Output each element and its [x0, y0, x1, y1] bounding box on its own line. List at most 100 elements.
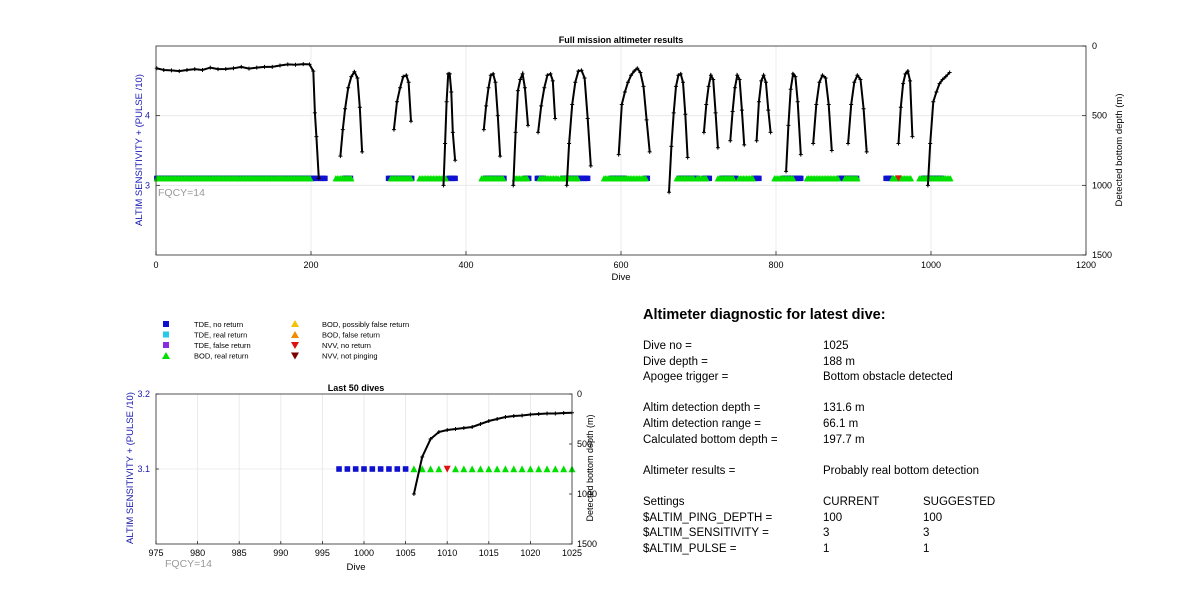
bottom-depth-point	[576, 69, 581, 74]
bottom-right-tick-label: 0	[577, 389, 582, 399]
bottom-depth-point	[570, 102, 575, 107]
legend-tde-no-return: TDE, no return	[194, 320, 243, 329]
ping-depth-label: $ALTIM_PING_DEPTH =	[643, 511, 773, 524]
bottom-depth-point	[852, 80, 857, 85]
bottom-depth-point	[685, 155, 690, 160]
bottom-depth-series-line	[482, 72, 502, 157]
top-x-tick-label: 400	[458, 260, 473, 270]
legend-nvv-not-pinging: NVV, not pinging	[322, 352, 378, 361]
bottom-depth-point	[254, 65, 259, 70]
legend-tde-real-return: TDE, real return	[194, 331, 247, 340]
bottom-depth-point	[788, 87, 793, 92]
bottom-depth-point	[644, 117, 649, 122]
bottom-depth-point	[536, 130, 541, 135]
bottom-depth-point	[798, 152, 803, 157]
settings-label: Settings	[643, 495, 685, 508]
bottom-depth-point	[192, 67, 197, 72]
diag-row-pulse: $ALTIM_PULSE = 1 1	[643, 542, 1163, 558]
bottom-depth-point	[216, 67, 220, 72]
dive-no-label: Dive no =	[643, 340, 692, 352]
bod-real-return-marker	[854, 175, 861, 182]
sensitivity-label: $ALTIM_SENSITIVITY =	[643, 527, 769, 540]
bottom-depth-point	[447, 71, 452, 76]
current-header: CURRENT	[823, 495, 880, 508]
bottom-depth-point	[756, 99, 761, 104]
bottom-depth-point	[579, 68, 584, 73]
bod-real-return-marker	[518, 465, 526, 473]
bottom-depth-point	[223, 66, 228, 71]
tde-no-return-marker	[386, 466, 392, 472]
bottom-depth-point	[404, 73, 409, 78]
bottom-depth-point	[498, 154, 503, 159]
tde-no-return-marker	[402, 466, 409, 472]
diag-row-apogee: Apogee trigger = Bottom obstacle detected	[643, 370, 1163, 386]
tde-no-return-marker	[361, 466, 367, 472]
bod-real-return-marker	[907, 175, 915, 182]
diagnostic-panel: Altimeter diagnostic for latest dive: Di…	[643, 300, 1163, 557]
bottom-depth-point	[737, 77, 742, 82]
bottom-depth-point	[768, 130, 773, 135]
bottom-depth-point	[515, 88, 520, 93]
bottom-x-tick-label: 1010	[437, 548, 457, 558]
bottom-marks	[336, 410, 576, 496]
dive-no-value: 1025	[823, 340, 849, 352]
bottom-depth-point	[925, 183, 930, 188]
bottom-depth-point	[629, 73, 634, 78]
bod-real-return-marker	[524, 175, 531, 182]
bottom-depth-point	[934, 89, 939, 94]
top-right-tick-label: 500	[1092, 111, 1107, 121]
legend-tde-real-return-marker	[163, 331, 169, 338]
bod-real-return-marker	[501, 465, 509, 473]
top-x-tick-label: 1000	[921, 260, 941, 270]
bod-real-return-marker	[535, 465, 543, 473]
top-chart-title: Full mission altimeter results	[559, 35, 684, 45]
bottom-depth-point	[732, 85, 737, 90]
bottom-depth-point	[395, 99, 400, 104]
bottom-x-tick-label: 980	[190, 548, 205, 558]
bottom-depth-point	[622, 89, 627, 94]
bottom-depth-point	[169, 68, 174, 73]
bottom-depth-point	[285, 62, 290, 67]
bottom-depth-point	[706, 84, 711, 89]
bod-real-return-marker	[560, 465, 568, 473]
bottom-depth-point	[312, 110, 317, 115]
tde-no-return-marker	[798, 175, 804, 182]
bottom-depth-point	[947, 70, 952, 75]
bottom-depth-point	[453, 158, 458, 163]
legend-bod-false-return-marker	[291, 331, 299, 338]
altimeter-results-label: Altimeter results =	[643, 464, 736, 477]
sensitivity-suggested: 3	[923, 527, 930, 540]
bottom-depth-point	[449, 89, 454, 94]
altim-detection-range-label: Altim detection range =	[643, 417, 761, 430]
bottom-depth-point	[357, 105, 362, 110]
bottom-depth-point	[545, 411, 550, 416]
bottom-depth-point	[567, 141, 572, 146]
diag-row-results: Altimeter results = Probably real bottom …	[643, 464, 1163, 480]
bottom-depth-point	[701, 130, 706, 135]
bod-real-return-marker	[543, 465, 551, 473]
bottom-depth-point	[441, 183, 446, 188]
bottom-depth-point	[616, 152, 621, 157]
bod-real-return-marker	[452, 465, 460, 473]
bod-real-return-marker	[476, 465, 484, 473]
bottom-depth-point	[513, 130, 518, 135]
bottom-depth-point	[896, 141, 901, 146]
bottom-depth-point	[528, 412, 533, 417]
tde-no-return-marker	[733, 175, 739, 182]
bottom-depth-point	[759, 78, 764, 83]
bottom-depth-point	[307, 62, 312, 67]
top-x-tick-label: 200	[303, 260, 318, 270]
bottom-depth-point	[553, 411, 558, 416]
top-ticks: 0 200 400 600 800 1000 1200 3 4 0 500 1000 1500	[145, 41, 1112, 270]
bottom-depth-point	[461, 426, 466, 430]
pulse-label: $ALTIM_PULSE =	[643, 542, 737, 555]
bottom-depth-point	[632, 69, 637, 74]
bottom-depth-point	[728, 138, 733, 143]
bottom-depth-point	[826, 102, 831, 107]
bottom-depth-point	[520, 413, 525, 418]
pulse-current: 1	[823, 542, 830, 555]
bottom-depth-point	[428, 437, 433, 441]
bottom-depth-point	[470, 425, 475, 429]
bottom-fqcy-annotation: FQCY=14	[165, 558, 212, 570]
nvv-no-return-marker	[895, 175, 902, 182]
